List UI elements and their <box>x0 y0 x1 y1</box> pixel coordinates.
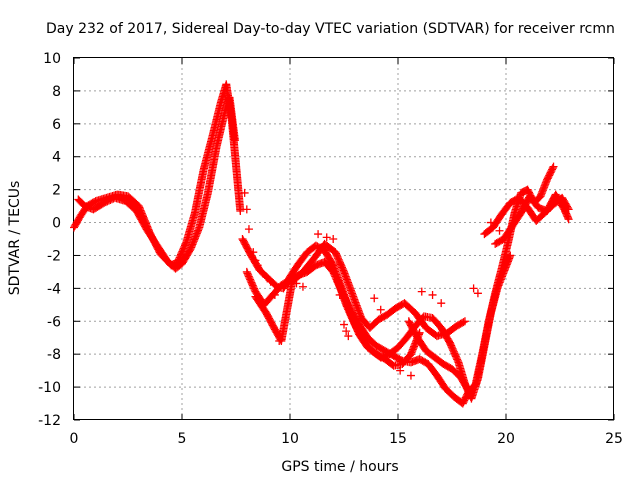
series-1 <box>74 93 239 273</box>
data-point <box>406 371 415 380</box>
data-point <box>244 225 253 234</box>
data-point <box>262 272 271 281</box>
data-point <box>275 337 284 346</box>
data-point <box>370 294 379 303</box>
tick-layer: 0 5 10 15 20 25 -12 -10 -8 -6 -4 -2 0 2 4 6 8 10 <box>38 51 623 447</box>
data-point <box>329 235 338 243</box>
y-tick-label: 0 <box>52 216 61 232</box>
data-point <box>230 136 239 145</box>
data-point <box>335 290 344 299</box>
data-point <box>322 233 331 242</box>
data-point <box>376 305 385 314</box>
data-point <box>469 284 478 293</box>
data-point <box>460 317 469 326</box>
data-point <box>428 290 437 299</box>
y-tick-label: 8 <box>52 84 61 100</box>
data-point <box>242 205 251 214</box>
y-tick-label: -12 <box>38 413 61 429</box>
data-point <box>549 162 558 171</box>
series-9 <box>240 188 504 380</box>
y-tick-label: 10 <box>43 51 61 67</box>
data-point <box>417 287 426 296</box>
y-axis-label: SDTVAR / TECUs <box>7 181 23 296</box>
data-point <box>486 218 495 227</box>
x-axis-label: GPS time / hours <box>281 459 398 475</box>
chart-title: Day 232 of 2017, Sidereal Day-to-day VTE… <box>46 21 615 37</box>
data-point <box>459 318 468 327</box>
x-tick-label: 10 <box>281 431 299 447</box>
y-tick-label: -4 <box>47 281 61 297</box>
data-point <box>333 277 342 286</box>
x-tick-label: 25 <box>605 431 623 447</box>
y-tick-label: 6 <box>52 117 61 133</box>
data-point <box>548 164 557 173</box>
data-point <box>437 299 446 308</box>
data-point <box>564 215 573 224</box>
x-tick-label: 20 <box>497 431 515 447</box>
data-point <box>495 226 504 235</box>
data-point <box>236 207 245 216</box>
data-point <box>344 332 353 341</box>
data-point <box>266 277 275 286</box>
data-point <box>270 290 279 299</box>
data-point <box>251 256 260 265</box>
data-point <box>253 261 262 270</box>
data-layer <box>70 80 573 408</box>
y-tick-label: 2 <box>52 183 61 199</box>
series-8 <box>491 190 573 248</box>
data-point <box>292 279 301 288</box>
data-point <box>340 320 348 329</box>
data-point <box>314 230 323 239</box>
plot-frame <box>73 57 614 420</box>
data-point <box>396 366 405 375</box>
x-tick-label: 5 <box>178 431 187 447</box>
data-point <box>298 282 307 291</box>
data-point <box>342 327 351 336</box>
data-point <box>506 251 515 260</box>
data-point <box>273 327 282 336</box>
y-tick-label: -2 <box>47 248 61 264</box>
data-point <box>473 289 482 298</box>
x-tick-label: 0 <box>70 431 79 447</box>
y-tick-label: -10 <box>38 380 61 396</box>
series-6 <box>404 162 558 397</box>
data-point <box>240 188 249 197</box>
data-point <box>249 248 258 257</box>
x-tick-label: 15 <box>389 431 407 447</box>
y-tick-label: -6 <box>47 314 61 330</box>
y-tick-label: 4 <box>52 150 61 166</box>
grid-layer <box>74 58 614 420</box>
y-tick-label: -8 <box>47 347 61 363</box>
